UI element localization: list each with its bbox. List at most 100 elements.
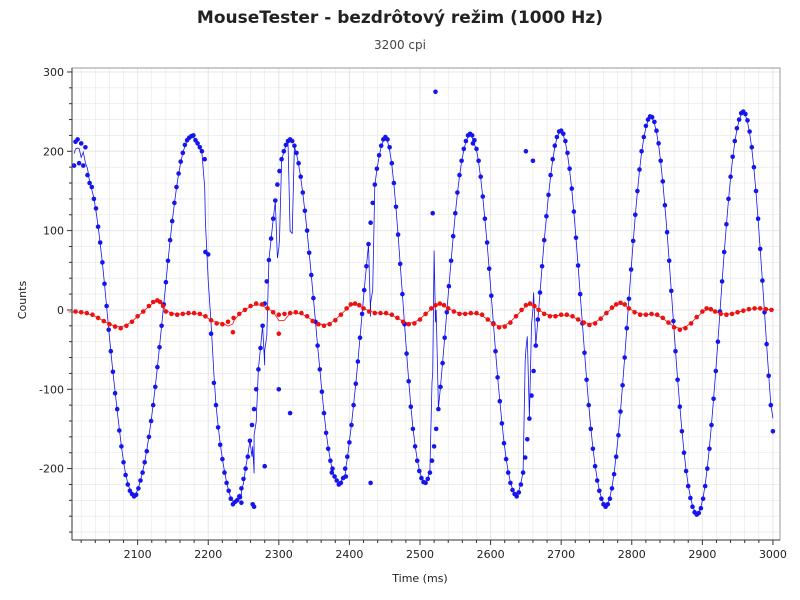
series-0-point xyxy=(408,404,414,410)
data-point-layer xyxy=(71,89,776,517)
series-1-point xyxy=(609,305,615,310)
series-0-point xyxy=(427,470,433,475)
series-1-point xyxy=(763,306,769,312)
series-1-point xyxy=(513,314,519,319)
series-1-point xyxy=(660,315,666,321)
series-0-point xyxy=(114,406,120,412)
series-0-point xyxy=(270,216,276,221)
x-tick-label: 2900 xyxy=(688,548,716,561)
series-0-point xyxy=(343,474,349,479)
y-tick-label: 200 xyxy=(43,145,64,158)
series-0-point xyxy=(486,266,492,272)
series-1-point xyxy=(613,302,619,307)
series-0-point xyxy=(675,377,680,383)
series-0-point xyxy=(649,114,655,120)
series-0-point xyxy=(527,416,532,421)
series-0-point xyxy=(89,184,95,190)
series-0-point xyxy=(417,468,422,474)
series-0-point xyxy=(182,142,188,148)
series-0-point xyxy=(110,369,116,375)
series-0-point xyxy=(241,476,246,482)
series-0-point xyxy=(215,425,221,430)
series-0-point xyxy=(213,402,219,408)
series-1-point xyxy=(78,310,84,315)
series-1-point xyxy=(491,321,496,327)
series-0-point xyxy=(133,492,139,498)
series-1-point xyxy=(203,314,208,319)
series-0-point xyxy=(329,470,335,475)
series-0-point xyxy=(75,137,80,142)
series-0-point xyxy=(461,146,467,152)
series-1-point xyxy=(708,306,714,312)
series-1-point xyxy=(700,309,705,314)
series-1-point xyxy=(378,310,383,316)
series-0-point xyxy=(349,422,354,428)
series-0-point xyxy=(530,158,536,164)
series-0-point xyxy=(376,153,382,158)
series-0-point xyxy=(552,143,558,148)
series-0-point xyxy=(455,190,460,195)
series-0-point xyxy=(208,331,214,337)
series-0-point xyxy=(332,474,337,479)
series-0-point xyxy=(529,393,534,398)
series-0-point xyxy=(217,442,223,448)
series-0-point xyxy=(153,384,158,390)
series-0-point xyxy=(544,214,549,219)
series-0-point xyxy=(539,264,545,269)
series-1-point xyxy=(485,317,491,322)
series-1-point xyxy=(429,306,434,311)
series-0-point xyxy=(700,496,706,502)
series-0-point xyxy=(463,138,469,144)
series-0-point xyxy=(328,458,333,464)
series-1-point xyxy=(598,316,603,322)
series-0-point xyxy=(260,323,265,329)
series-1-point xyxy=(383,310,389,316)
series-1-point xyxy=(441,302,447,308)
series-0-point xyxy=(321,410,327,416)
series-0-point xyxy=(469,133,475,138)
series-1-point xyxy=(508,320,513,325)
series-0-point xyxy=(622,355,627,360)
series-1-point xyxy=(592,321,598,326)
series-1-point xyxy=(536,307,541,313)
series-0-point xyxy=(125,482,131,487)
series-1-point xyxy=(338,312,344,318)
series-0-point xyxy=(677,404,683,410)
series-0-point xyxy=(440,360,445,366)
series-0-point xyxy=(656,141,661,146)
series-0-point xyxy=(95,224,101,229)
series-0-point xyxy=(523,149,529,154)
series-0-point xyxy=(565,150,570,156)
series-0-point xyxy=(546,192,551,198)
series-0-point xyxy=(493,348,498,354)
series-0-point xyxy=(357,335,363,341)
series-0-point xyxy=(228,496,234,502)
series-0-point xyxy=(533,343,539,348)
series-0-point xyxy=(760,278,765,283)
series-1-point xyxy=(462,311,468,317)
series-0-point xyxy=(643,123,649,129)
series-0-point xyxy=(730,154,735,160)
series-0-point xyxy=(85,172,90,178)
series-0-point xyxy=(747,129,752,134)
series-1-point xyxy=(694,314,699,320)
series-0-point xyxy=(81,163,86,168)
series-0-point xyxy=(319,389,325,395)
series-0-point xyxy=(309,272,314,278)
series-1-point xyxy=(451,309,457,314)
series-1-point xyxy=(327,321,332,327)
series-1-point xyxy=(604,310,609,316)
series-0-point xyxy=(338,480,344,486)
series-0-point xyxy=(448,258,454,264)
series-1-point xyxy=(570,314,575,319)
series-0-point xyxy=(268,236,274,241)
series-1-point xyxy=(304,314,310,319)
series-0-point xyxy=(442,335,448,341)
series-0-point xyxy=(508,480,513,486)
series-0-point xyxy=(159,323,164,329)
series-1-point xyxy=(146,303,152,309)
series-1-point xyxy=(163,309,169,314)
series-0-point xyxy=(423,480,428,486)
series-0-point xyxy=(412,444,418,449)
series-0-point xyxy=(681,450,687,456)
